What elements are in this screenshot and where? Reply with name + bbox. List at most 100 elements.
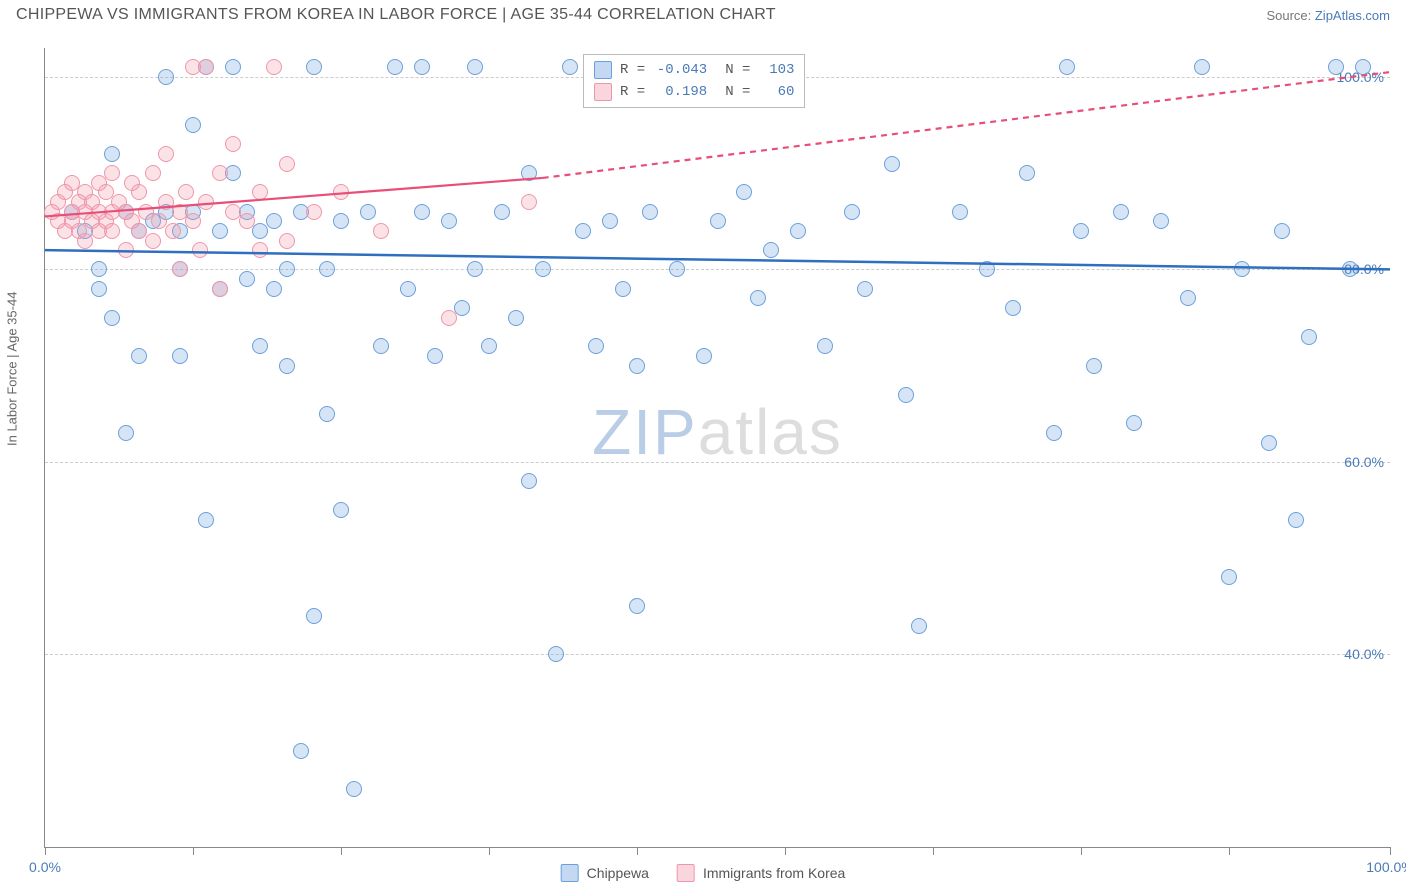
data-point bbox=[104, 146, 120, 162]
legend-swatch bbox=[677, 864, 695, 882]
data-point bbox=[172, 348, 188, 364]
data-point bbox=[279, 358, 295, 374]
data-point bbox=[333, 184, 349, 200]
gridline bbox=[45, 654, 1390, 655]
x-tick-mark bbox=[1081, 847, 1082, 855]
data-point bbox=[158, 146, 174, 162]
data-point bbox=[1180, 290, 1196, 306]
data-point bbox=[467, 261, 483, 277]
data-point bbox=[1355, 59, 1371, 75]
data-point bbox=[1328, 59, 1344, 75]
data-point bbox=[441, 213, 457, 229]
x-tick-mark bbox=[341, 847, 342, 855]
data-point bbox=[669, 261, 685, 277]
data-point bbox=[239, 213, 255, 229]
data-point bbox=[319, 406, 335, 422]
data-point bbox=[508, 310, 524, 326]
legend-r-value: -0.043 bbox=[653, 62, 707, 78]
data-point bbox=[252, 338, 268, 354]
data-point bbox=[91, 261, 107, 277]
legend-item: Chippewa bbox=[561, 864, 649, 882]
data-point bbox=[562, 59, 578, 75]
legend-swatch bbox=[561, 864, 579, 882]
data-point bbox=[279, 233, 295, 249]
data-point bbox=[373, 223, 389, 239]
data-point bbox=[1288, 512, 1304, 528]
data-point bbox=[454, 300, 470, 316]
data-point bbox=[319, 261, 335, 277]
data-point bbox=[521, 194, 537, 210]
series-legend: ChippewaImmigrants from Korea bbox=[561, 864, 846, 882]
x-tick-mark bbox=[637, 847, 638, 855]
data-point bbox=[1274, 223, 1290, 239]
data-point bbox=[1153, 213, 1169, 229]
data-point bbox=[172, 261, 188, 277]
data-point bbox=[212, 223, 228, 239]
data-point bbox=[642, 204, 658, 220]
data-point bbox=[1194, 59, 1210, 75]
data-point bbox=[252, 242, 268, 258]
data-point bbox=[91, 281, 107, 297]
data-point bbox=[192, 242, 208, 258]
legend-swatch bbox=[594, 83, 612, 101]
legend-label: Chippewa bbox=[587, 865, 649, 881]
data-point bbox=[521, 165, 537, 181]
data-point bbox=[441, 310, 457, 326]
data-point bbox=[400, 281, 416, 297]
data-point bbox=[911, 618, 927, 634]
legend-n-value: 60 bbox=[758, 84, 794, 100]
data-point bbox=[306, 204, 322, 220]
data-point bbox=[736, 184, 752, 200]
x-tick-mark bbox=[193, 847, 194, 855]
data-point bbox=[165, 223, 181, 239]
data-point bbox=[414, 204, 430, 220]
data-point bbox=[387, 59, 403, 75]
data-point bbox=[1261, 435, 1277, 451]
data-point bbox=[279, 261, 295, 277]
data-point bbox=[198, 194, 214, 210]
source-link[interactable]: ZipAtlas.com bbox=[1315, 8, 1390, 23]
data-point bbox=[750, 290, 766, 306]
data-point bbox=[145, 233, 161, 249]
y-axis-label: In Labor Force | Age 35-44 bbox=[5, 292, 20, 446]
data-point bbox=[1113, 204, 1129, 220]
data-point bbox=[844, 204, 860, 220]
data-point bbox=[629, 358, 645, 374]
x-tick-mark bbox=[45, 847, 46, 855]
x-tick-mark bbox=[1229, 847, 1230, 855]
legend-swatch bbox=[594, 61, 612, 79]
data-point bbox=[1073, 223, 1089, 239]
data-point bbox=[602, 213, 618, 229]
data-point bbox=[212, 281, 228, 297]
gridline bbox=[45, 462, 1390, 463]
data-point bbox=[225, 59, 241, 75]
x-tick-mark bbox=[489, 847, 490, 855]
data-point bbox=[575, 223, 591, 239]
data-point bbox=[145, 165, 161, 181]
chart-area: 40.0%60.0%80.0%100.0%0.0%100.0% ZIPatlas… bbox=[44, 48, 1390, 848]
data-point bbox=[494, 204, 510, 220]
data-point bbox=[884, 156, 900, 172]
data-point bbox=[898, 387, 914, 403]
data-point bbox=[118, 242, 134, 258]
data-point bbox=[857, 281, 873, 297]
legend-n-label: N = bbox=[725, 84, 750, 100]
data-point bbox=[1005, 300, 1021, 316]
data-point bbox=[185, 117, 201, 133]
data-point bbox=[212, 165, 228, 181]
x-tick-label: 100.0% bbox=[1366, 859, 1406, 875]
data-point bbox=[118, 425, 134, 441]
data-point bbox=[414, 59, 430, 75]
y-tick-label: 40.0% bbox=[1344, 646, 1384, 662]
data-point bbox=[427, 348, 443, 364]
legend-row: R =-0.043N =103 bbox=[584, 59, 804, 81]
data-point bbox=[239, 271, 255, 287]
legend-r-value: 0.198 bbox=[653, 84, 707, 100]
legend-n-label: N = bbox=[725, 62, 750, 78]
data-point bbox=[131, 348, 147, 364]
legend-row: R =0.198N =60 bbox=[584, 81, 804, 103]
data-point bbox=[306, 59, 322, 75]
data-point bbox=[279, 156, 295, 172]
data-point bbox=[1234, 261, 1250, 277]
plot-surface: 40.0%60.0%80.0%100.0%0.0%100.0% bbox=[45, 48, 1390, 847]
